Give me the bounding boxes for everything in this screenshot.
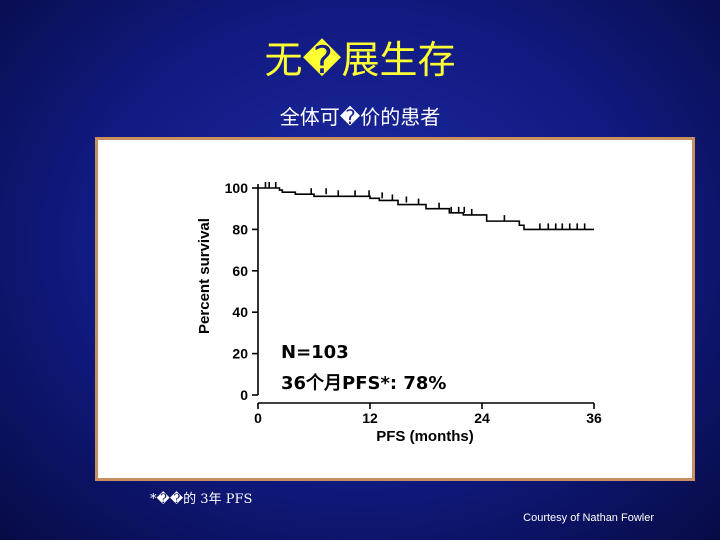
censor-marks <box>264 182 586 230</box>
y-tick-label: 0 <box>240 387 248 403</box>
chart-axes: 0 20 40 60 80 100 0 12 24 36 <box>225 180 602 426</box>
annotation-n: N=103 <box>281 342 349 363</box>
footnote: *��的 3年 PFS <box>150 492 253 507</box>
y-tick-label: 100 <box>225 180 249 196</box>
slide-subtitle: 全体可�价的患者 <box>279 105 441 129</box>
y-tick-label: 60 <box>232 263 248 279</box>
survival-step-line <box>258 187 594 231</box>
chart-panel: 0 20 40 60 80 100 0 12 24 36 Percent survival PFS… <box>95 137 695 481</box>
x-axis-title: PFS (months) <box>376 428 474 445</box>
slide-title: 无�展生存 <box>264 38 456 82</box>
x-tick-label: 24 <box>474 410 490 426</box>
credit-line: Courtesy of Nathan Fowler <box>523 512 654 524</box>
y-axis-title: Percent survival <box>196 218 213 334</box>
y-tick-label: 80 <box>232 221 248 237</box>
survival-chart: 0 20 40 60 80 100 0 12 24 36 Percent survival PFS… <box>196 180 602 445</box>
x-tick-label: 0 <box>254 410 262 426</box>
annotation-pfs: 36个月PFS*: 78% <box>281 372 446 394</box>
x-tick-label: 36 <box>586 410 602 426</box>
survival-curve <box>258 187 594 231</box>
y-tick-label: 20 <box>232 346 248 362</box>
y-tick-label: 40 <box>232 304 248 320</box>
x-tick-label: 12 <box>362 410 378 426</box>
